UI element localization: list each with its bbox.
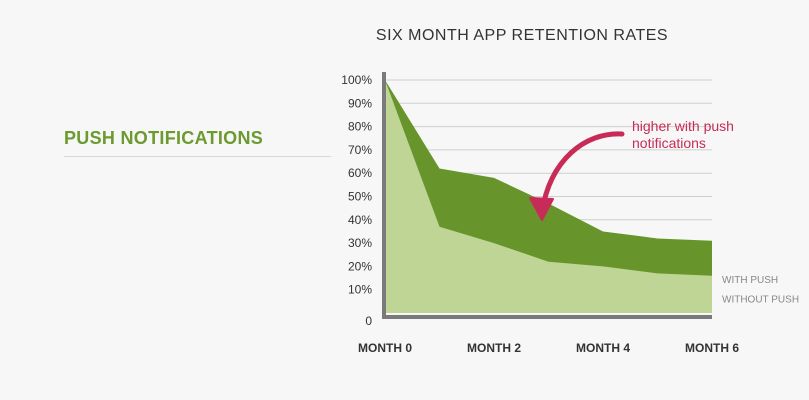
y-tick-label-0: 0 — [365, 314, 372, 328]
series-labels: WITH PUSH WITHOUT PUSH — [722, 275, 799, 306]
axes — [382, 72, 712, 319]
chart-title: SIX MONTH APP RETENTION RATES — [376, 27, 668, 44]
y-tick-label-30: 30% — [348, 236, 372, 250]
area-series — [385, 80, 712, 313]
section-divider — [64, 156, 331, 157]
x-tick-label-2: MONTH 2 — [467, 341, 521, 355]
annotation-text-line-2: notifications — [632, 135, 706, 151]
y-tick-label-70: 70% — [348, 143, 372, 157]
y-tick-label-50: 50% — [348, 190, 372, 204]
annotation-arrow-curve — [539, 131, 625, 215]
x-tick-label-0: MONTH 0 — [358, 341, 412, 355]
x-tick-labels: MONTH 0 MONTH 2 MONTH 4 MONTH 6 — [358, 341, 739, 355]
y-tick-label-60: 60% — [348, 166, 372, 180]
y-tick-label-80: 80% — [348, 120, 372, 134]
annotation-text-line-1: higher with push — [632, 118, 734, 134]
annotation-arrow-head — [529, 197, 554, 221]
series-label-with-push: WITH PUSH — [722, 275, 778, 286]
y-tick-label-90: 90% — [348, 96, 372, 110]
x-tick-label-6: MONTH 6 — [685, 341, 739, 355]
section-title: PUSH NOTIFICATIONS — [64, 128, 264, 148]
y-tick-label-20: 20% — [348, 259, 372, 273]
x-tick-label-4: MONTH 4 — [576, 341, 630, 355]
area-without-push — [385, 80, 712, 313]
y-tick-label-100: 100% — [341, 73, 372, 87]
y-tick-labels: 0 10% 20% 30% 40% 50% 60% 70% 80% 90% 100% — [341, 73, 372, 328]
y-tick-label-10: 10% — [348, 283, 372, 297]
y-tick-label-40: 40% — [348, 213, 372, 227]
series-label-without-push: WITHOUT PUSH — [722, 295, 799, 306]
